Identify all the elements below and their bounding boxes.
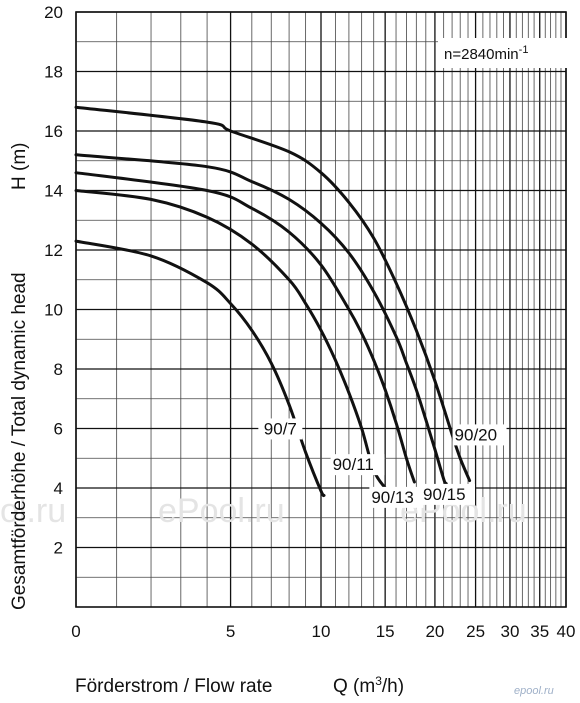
speed-annotation-sup: -1 (519, 44, 529, 56)
curve-label-background (258, 418, 303, 440)
site-mark: epool.ru (514, 685, 554, 697)
y-tick-label: 6 (54, 420, 63, 439)
x-axis-quantity-suffix: /h) (382, 676, 404, 697)
curve-label: 90/7 (264, 419, 297, 438)
y-tick-labels: 2 4 6 8 10 12 14 16 18 20 (44, 3, 63, 558)
speed-annotation: n=2840min-1 (444, 44, 528, 63)
curve-90-13 (74, 171, 416, 484)
x-axis-quantity: Q (m3/h) (333, 674, 404, 697)
x-tick-labels: 0 5 10 15 20 25 30 35 40 (71, 622, 575, 641)
x-tick-label: 25 (466, 622, 485, 641)
y-tick-label: 14 (44, 182, 63, 201)
curve-90-7 (74, 239, 326, 498)
curves (74, 105, 472, 498)
curve-90-20 (74, 105, 472, 483)
y-axis-unit: H (m) (9, 143, 30, 190)
x-tick-label: 40 (557, 622, 576, 641)
curve-90-11 (74, 189, 387, 490)
y-tick-label: 12 (44, 241, 63, 260)
curve-labels: 90/7 90/11 90/13 90/15 90/20 (258, 418, 507, 508)
curve-label: 90/13 (371, 488, 414, 507)
x-tick-label: 15 (376, 622, 395, 641)
watermark-1: ol.ru (0, 492, 66, 530)
curve-label: 90/20 (455, 425, 498, 444)
x-tick-label: 10 (312, 622, 331, 641)
x-axis-quantity-sup: 3 (375, 674, 382, 688)
curve-label-background (452, 424, 507, 446)
speed-annotation-text: n=2840min (444, 46, 519, 63)
y-axis-label: Gesamtförderhöhe / Total dynamic head (9, 272, 30, 610)
y-tick-label: 8 (54, 360, 63, 379)
x-axis-label: Förderstrom / Flow rate (75, 676, 272, 697)
y-tick-label: 18 (44, 63, 63, 82)
curve-label-background (369, 486, 424, 508)
annotation-background (438, 38, 568, 68)
y-tick-label: 2 (54, 539, 63, 558)
curve-90-15 (74, 153, 448, 485)
x-tick-label: 30 (500, 622, 519, 641)
curve-label: 90/15 (423, 485, 466, 504)
curve-label: 90/11 (333, 455, 374, 474)
y-tick-label: 20 (44, 3, 63, 22)
y-tick-label: 16 (44, 122, 63, 141)
x-tick-label: 5 (226, 622, 235, 641)
plot-frame-rect (75, 11, 567, 608)
plot-frame (75, 11, 567, 608)
x-tick-label: 20 (425, 622, 444, 641)
curve-label-background (330, 454, 385, 476)
x-axis-quantity-text: Q (m (333, 676, 375, 697)
curve-label-background (421, 483, 476, 505)
y-tick-label: 10 (44, 301, 63, 320)
y-tick-label: 4 (54, 479, 63, 498)
watermark-2: ePool.ru (158, 492, 285, 530)
x-tick-label: 35 (530, 622, 549, 641)
x-tick-label: 0 (71, 622, 80, 641)
